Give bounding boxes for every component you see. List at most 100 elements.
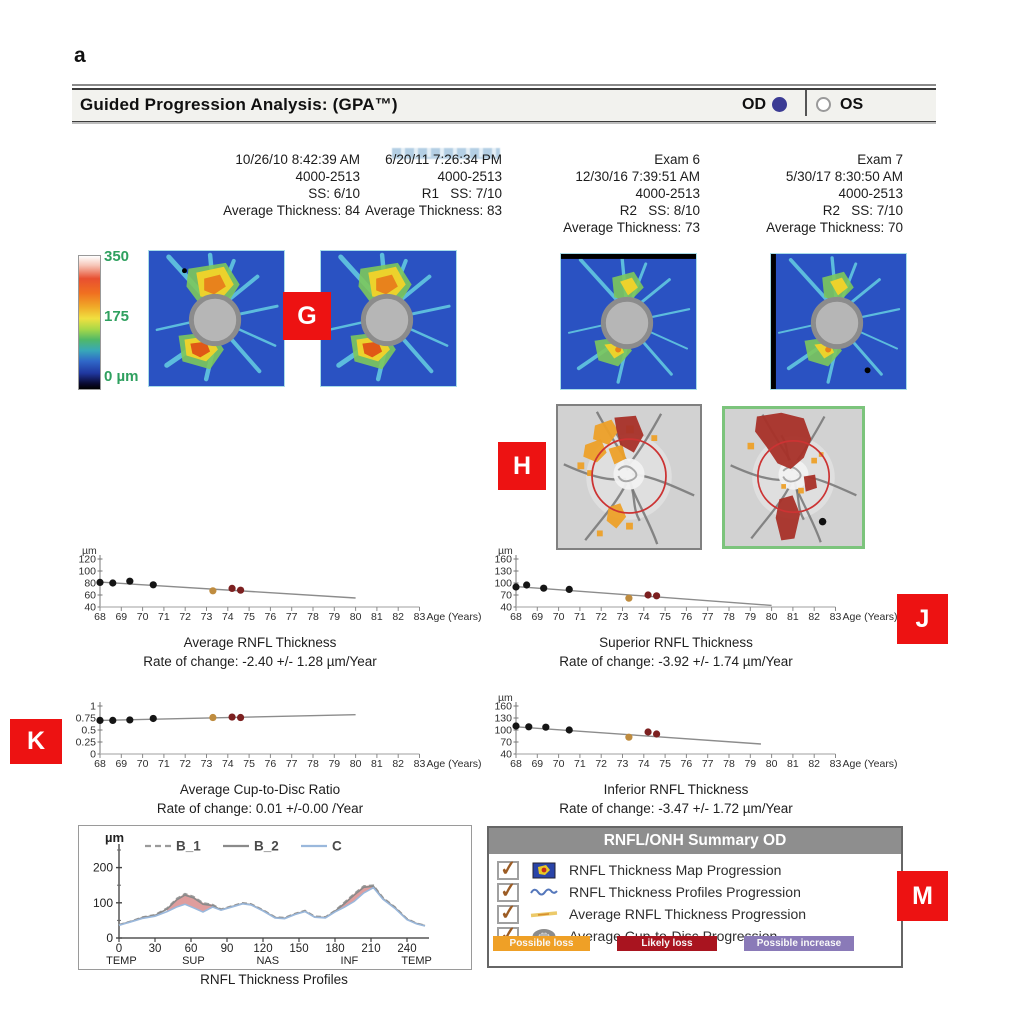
- exam-average-thickness: Average Thickness: 84: [223, 203, 360, 218]
- svg-text:79: 79: [744, 758, 756, 770]
- svg-text:82: 82: [392, 758, 404, 770]
- svg-text:60: 60: [84, 590, 96, 602]
- svg-text:0.75: 0.75: [76, 713, 97, 725]
- svg-text:100: 100: [93, 896, 113, 910]
- svg-text:µm: µm: [498, 692, 513, 704]
- svg-text:83: 83: [830, 611, 842, 623]
- rnfl-thickness-map-baseline1: [148, 250, 285, 387]
- svg-text:80: 80: [766, 611, 778, 623]
- annotation-marker-K: K: [10, 719, 62, 764]
- profiles-checkbox[interactable]: [497, 882, 519, 902]
- svg-text:72: 72: [595, 758, 607, 770]
- svg-text:75: 75: [243, 611, 255, 623]
- summary-row-average-thickness: Average RNFL Thickness Progression: [489, 903, 901, 925]
- chart-rate-of-change: Rate of change: -3.47 +/- 1.72 µm/Year: [559, 801, 793, 816]
- annotation-marker-J: J: [897, 594, 948, 644]
- exam-signal-strength: SS: 6/10: [308, 186, 360, 201]
- likely-loss-legend: Likely loss: [617, 936, 717, 951]
- svg-text:µm: µm: [105, 830, 124, 845]
- chart-rate-of-change: Rate of change: -2.40 +/- 1.28 µm/Year: [143, 654, 377, 669]
- svg-text:B_2: B_2: [254, 839, 279, 854]
- chart-rate-of-change: Rate of change: 0.01 +/-0.00 /Year: [156, 801, 364, 816]
- svg-text:0.5: 0.5: [81, 725, 96, 737]
- svg-text:Age (Years): Age (Years): [843, 758, 898, 770]
- svg-text:SUP: SUP: [182, 955, 205, 966]
- svg-text:69: 69: [531, 758, 543, 770]
- redacted-baseline-label: [392, 148, 500, 159]
- svg-text:78: 78: [723, 758, 735, 770]
- svg-text:60: 60: [185, 943, 198, 955]
- eye-selector-divider: [805, 90, 807, 116]
- svg-text:0: 0: [106, 931, 113, 945]
- svg-text:80: 80: [84, 578, 96, 590]
- svg-text:72: 72: [595, 611, 607, 623]
- svg-text:75: 75: [659, 611, 671, 623]
- svg-text:77: 77: [286, 611, 298, 623]
- average-thickness-checkbox[interactable]: [497, 904, 519, 924]
- thickness-map-checkbox[interactable]: [497, 860, 519, 880]
- exam-serial: 4000-2513: [838, 186, 903, 201]
- annotation-marker-H: H: [498, 442, 546, 490]
- profiles-wave-icon: [528, 886, 560, 898]
- exam-average-thickness: Average Thickness: 83: [365, 203, 502, 218]
- svg-text:71: 71: [158, 758, 170, 770]
- progression-deviation-map-exam6: [556, 404, 702, 550]
- svg-text:180: 180: [325, 943, 344, 955]
- exam-datetime: 5/30/17 8:30:50 AM: [785, 169, 903, 184]
- svg-text:70: 70: [137, 611, 149, 623]
- svg-text:0: 0: [90, 749, 96, 761]
- summary-row-profiles: RNFL Thickness Profiles Progression: [489, 881, 901, 903]
- svg-text:100: 100: [494, 578, 512, 590]
- svg-text:69: 69: [115, 611, 127, 623]
- possible-increase-legend: Possible increase: [744, 936, 854, 951]
- svg-text:75: 75: [243, 758, 255, 770]
- svg-text:82: 82: [392, 611, 404, 623]
- svg-text:71: 71: [158, 611, 170, 623]
- svg-text:240: 240: [397, 943, 416, 955]
- svg-text:µm: µm: [498, 545, 513, 557]
- exam-signal-strength: R2 SS: 7/10: [822, 203, 903, 218]
- svg-text:C: C: [332, 839, 342, 854]
- rnfl-thickness-profiles-panel: µm 200 100 0 0 30 60 90 120 150 180 210 240 TEMP SUP NA…: [78, 825, 472, 970]
- progression-deviation-map-exam7: [722, 406, 865, 549]
- svg-text:81: 81: [371, 758, 383, 770]
- svg-text:80: 80: [350, 611, 362, 623]
- svg-text:74: 74: [638, 758, 650, 770]
- rnfl-thickness-map-exam6: [560, 253, 697, 390]
- svg-text:Age (Years): Age (Years): [843, 611, 898, 623]
- svg-text:100: 100: [494, 725, 512, 737]
- od-radio-button[interactable]: [772, 97, 787, 112]
- svg-text:72: 72: [179, 758, 191, 770]
- svg-text:70: 70: [553, 611, 565, 623]
- exam-label: Exam 6: [654, 152, 700, 167]
- svg-text:68: 68: [94, 758, 106, 770]
- svg-text:74: 74: [222, 758, 234, 770]
- exam-datetime: 6/20/11 7:26:34 PM: [385, 152, 502, 167]
- figure-panel-label: a: [74, 44, 86, 67]
- svg-text:69: 69: [531, 611, 543, 623]
- summary-row-label: RNFL Thickness Profiles Progression: [569, 884, 801, 900]
- svg-text:0.25: 0.25: [76, 737, 97, 749]
- svg-text:40: 40: [500, 749, 512, 761]
- chart-title: Inferior RNFL Thickness: [603, 782, 749, 797]
- svg-text:160: 160: [494, 554, 512, 566]
- svg-text:81: 81: [787, 611, 799, 623]
- svg-text:200: 200: [93, 861, 113, 875]
- exam-datetime: 10/26/10 8:42:39 AM: [235, 152, 360, 167]
- os-radio-button[interactable]: [816, 97, 831, 112]
- svg-text:78: 78: [723, 611, 735, 623]
- inferior-rnfl-thickness-caption: Inferior RNFL Thickness Rate of change: …: [496, 780, 856, 818]
- svg-text:79: 79: [328, 758, 340, 770]
- annotation-marker-M: M: [897, 871, 948, 921]
- svg-text:73: 73: [201, 758, 213, 770]
- svg-text:77: 77: [702, 758, 714, 770]
- svg-text:76: 76: [265, 758, 277, 770]
- svg-text:µm: µm: [82, 545, 97, 557]
- svg-text:40: 40: [84, 602, 96, 614]
- svg-text:81: 81: [787, 758, 799, 770]
